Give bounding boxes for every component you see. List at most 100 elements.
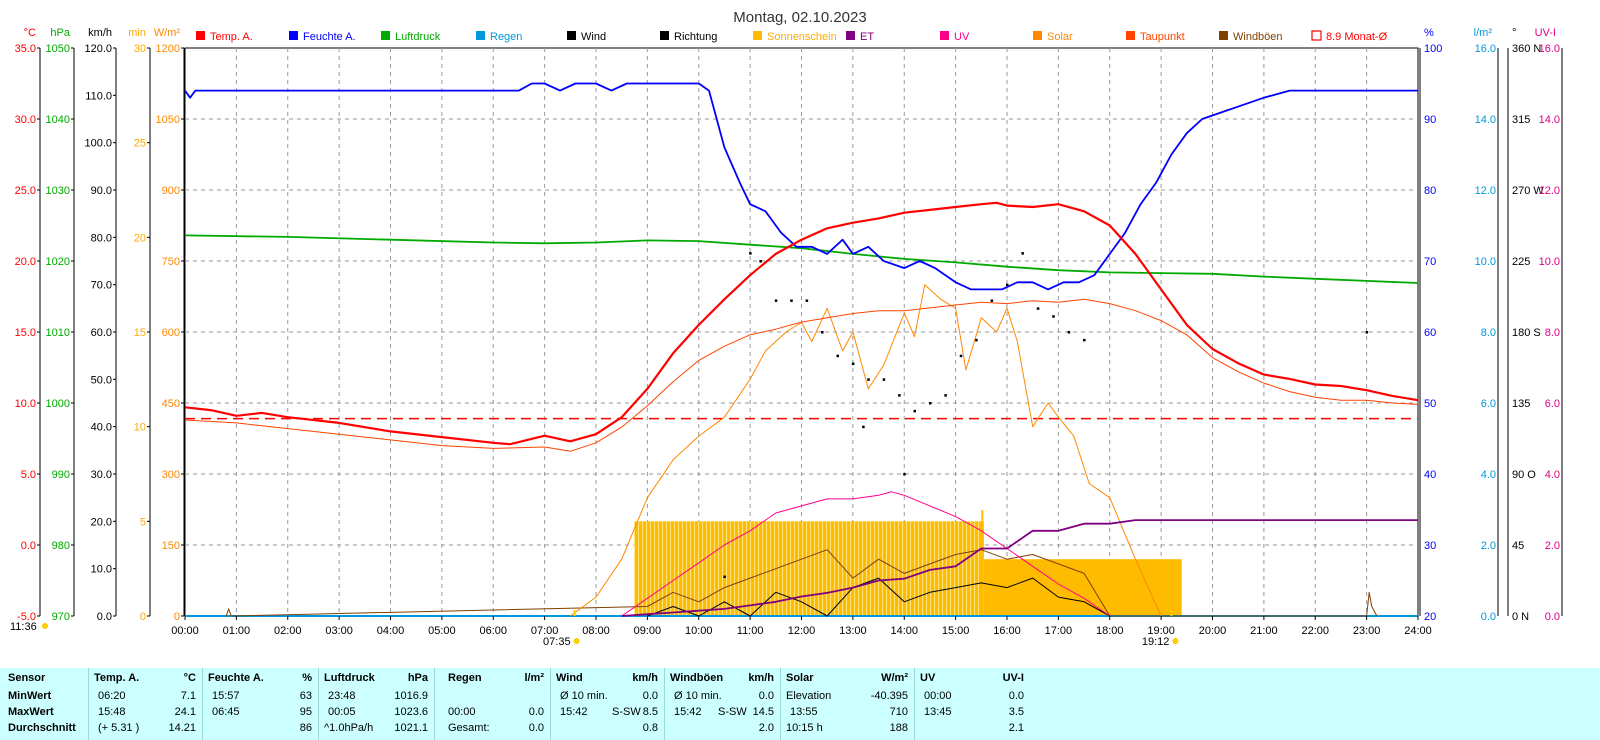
- axis-tick-label: 40.0: [91, 422, 112, 434]
- legend-label: Richtung: [674, 31, 717, 43]
- direction-point: [1083, 338, 1086, 342]
- legend-swatch: [381, 31, 390, 40]
- stats-value: 710: [889, 706, 908, 718]
- sun-icon: [573, 638, 580, 644]
- legend-swatch: [660, 31, 669, 40]
- direction-point: [1067, 331, 1071, 334]
- axis-tick-label: 750: [162, 256, 180, 268]
- stats-time: 15:42: [674, 706, 702, 718]
- legend-label: Feuchte A.: [303, 31, 356, 43]
- series-line: [621, 519, 1418, 617]
- stats-time: 06:20: [98, 690, 126, 702]
- stats-time: 00:00: [924, 690, 952, 702]
- stats-value: 0.0: [528, 706, 544, 718]
- x-tick-label: 17:00: [1045, 625, 1073, 637]
- x-tick-label: 12:00: [788, 625, 816, 637]
- axis-tick-label: 25.0: [15, 185, 36, 197]
- axis-tick-label: 40: [1424, 469, 1436, 481]
- axis-unit-label: °: [1512, 27, 1516, 39]
- axis-tick-label: 300: [162, 469, 180, 481]
- axis-tick-label: 20: [1424, 611, 1436, 623]
- stats-time: 15:57: [212, 690, 240, 702]
- stats-value: 63: [299, 690, 312, 702]
- direction-point: [1021, 252, 1024, 255]
- axis-tick-label: 0: [174, 611, 180, 623]
- x-tick-label: 04:00: [377, 625, 405, 637]
- series-line: [225, 549, 1378, 617]
- stats-value: 0.8: [642, 722, 658, 734]
- axis-tick-label: 5.0: [21, 469, 36, 481]
- axis-tick-label: 0.0: [1545, 611, 1560, 623]
- direction-point: [882, 378, 886, 381]
- x-tick-label: 10:00: [685, 625, 713, 637]
- legend-label: Solar: [1047, 31, 1073, 43]
- axis-tick-label: 20: [134, 232, 146, 244]
- axis-tick-label: 30: [134, 43, 146, 55]
- axis-tick-label: 6.0: [1481, 398, 1496, 410]
- stats-separator: [202, 668, 203, 740]
- axis-tick-label: 1200: [156, 43, 180, 55]
- stats-unit: %: [302, 672, 312, 684]
- axis-tick-label: 70: [1424, 256, 1436, 268]
- x-tick-label: 16:00: [993, 625, 1021, 637]
- axis-tick-label: 0.0: [21, 540, 36, 552]
- stats-unit: km/h: [748, 672, 774, 684]
- x-tick-label: 08:00: [582, 625, 610, 637]
- direction-point: [944, 394, 947, 397]
- stats-value: 7.1: [180, 690, 196, 702]
- series-line: [570, 284, 1162, 617]
- current-time-label: 11:36: [10, 621, 37, 633]
- legend-label: Temp. A.: [210, 31, 253, 43]
- series-line: [184, 82, 1418, 291]
- axis-unit-label: W/m²: [154, 27, 181, 39]
- stats-separator: [434, 668, 435, 740]
- direction-point: [898, 394, 901, 397]
- stats-unit: °C: [183, 672, 196, 684]
- right-axes: % 100 90 80 70 60 50 40 30 20 l/m² 16.0 14.0 12.0 10.0…: [1419, 27, 1563, 623]
- axis-tick-label: 16.0: [1539, 43, 1560, 55]
- legend-label: ET: [860, 31, 874, 43]
- series-lines: [184, 82, 1419, 617]
- axis-tick-label: 30: [1424, 540, 1436, 552]
- stats-value: -40.395: [870, 690, 908, 702]
- axis-tick-label: 1050: [156, 114, 180, 126]
- stats-col-temp: Temp. A. °C 06:20 7.1 15:48 24.1 (+ 5.31…: [94, 668, 200, 740]
- stats-col-luftdruck: Luftdruck hPa 23:48 1016.9 00:05 1023.6 …: [324, 668, 432, 740]
- stats-unit: l/m²: [524, 672, 544, 684]
- grid: [184, 47, 1419, 617]
- stats-separator: [318, 668, 319, 740]
- direction-point: [851, 362, 855, 366]
- legend-swatch: [1126, 31, 1135, 40]
- stats-time: 10:15 h: [786, 722, 823, 734]
- direction-point: [723, 575, 726, 579]
- stats-separator: [550, 668, 551, 740]
- legend-swatch: [196, 31, 205, 40]
- sunshine-bar: [983, 559, 1182, 616]
- stats-value: 1016.9: [394, 690, 428, 702]
- axis-tick-label: 1040: [46, 114, 70, 126]
- legend-swatch: [846, 31, 855, 40]
- stats-direction: S-SW: [718, 706, 747, 718]
- axis-tick-label: 6.0: [1545, 398, 1560, 410]
- stats-col-windboeen: Windböen km/h Ø 10 min. 0.0 15:42 S-SW 1…: [670, 668, 778, 740]
- axis-unit-label: min: [128, 27, 146, 39]
- axis-tick-label: 990: [52, 469, 70, 481]
- x-tick-label: 24:00: [1404, 625, 1432, 637]
- x-tick-label: 22:00: [1301, 625, 1329, 637]
- stats-value: 0.0: [1008, 690, 1024, 702]
- axis-tick-label: 10.0: [15, 398, 36, 410]
- x-tick-label: 14:00: [890, 625, 918, 637]
- axis-tick-label: 135: [1512, 398, 1530, 410]
- axis-tick-label: 1050: [46, 43, 70, 55]
- direction-point: [805, 299, 809, 302]
- x-tick-label: 01:00: [223, 625, 251, 637]
- stats-value: 95: [299, 706, 312, 718]
- legend-label: Sonnenschein: [767, 31, 837, 43]
- axis-tick-label: 0.0: [97, 611, 112, 623]
- axis-tick-label: 14.0: [1475, 114, 1496, 126]
- x-tick-label: 21:00: [1250, 625, 1278, 637]
- x-tick-label: 03:00: [325, 625, 353, 637]
- stats-separator: [914, 668, 915, 740]
- axis-unit-label: l/m²: [1474, 27, 1493, 39]
- stats-value: 188: [889, 722, 908, 734]
